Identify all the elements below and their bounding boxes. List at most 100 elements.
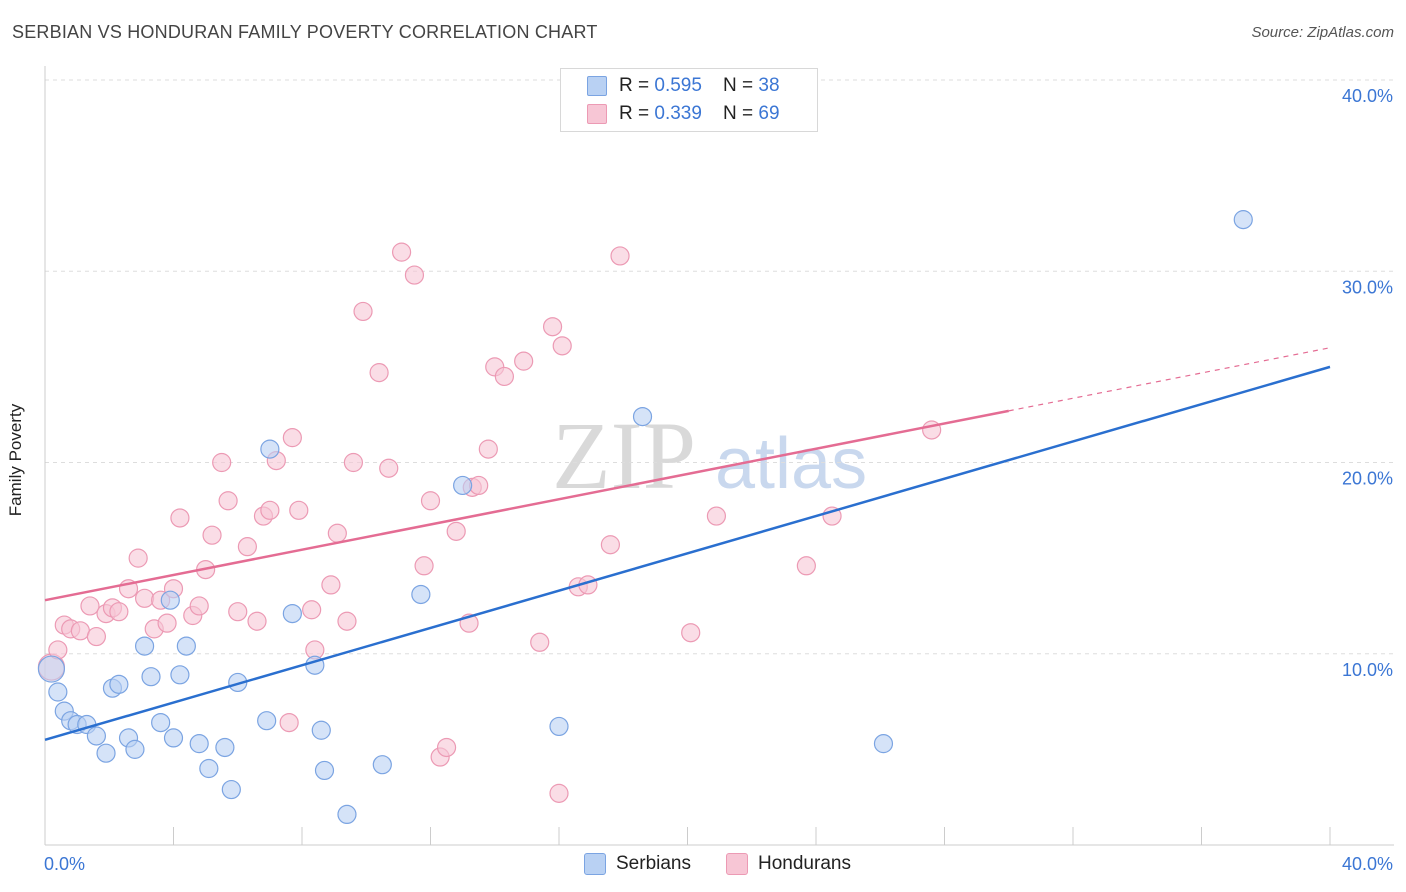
honduran-point-52 (478, 439, 498, 459)
honduran-point-19 (189, 596, 209, 616)
honduran-point-59 (552, 336, 572, 356)
honduran-point-21 (202, 525, 222, 545)
honduran-point-56 (530, 632, 550, 652)
honduran-point-26 (247, 611, 267, 631)
serbian-point-32 (411, 584, 431, 605)
watermark-zip: ZIP (552, 402, 696, 509)
serbian-point-20 (199, 758, 219, 779)
honduran-point-51 (469, 475, 489, 496)
serbian-point-16 (163, 728, 184, 748)
honduran-point-47 (436, 737, 457, 758)
serbian-point-18 (176, 636, 196, 656)
serbian-point-21 (215, 737, 235, 758)
legend-swatch-serbians (587, 76, 607, 96)
legend: R = 0.595 N = 38 R = 0.339 N = 69 (560, 68, 818, 132)
y-axis-label: Family Poverty (6, 403, 25, 517)
x-tick-label-1: 40.0% (1342, 854, 1393, 874)
honduran-point-22 (212, 452, 232, 473)
honduran-point-65 (706, 506, 727, 526)
honduran-point-55 (514, 351, 534, 371)
y-tick-label-2: 30.0% (1342, 277, 1393, 297)
honduran-point-54 (494, 366, 514, 387)
honduran-point-44 (414, 556, 434, 576)
legend-r-label: R = (619, 103, 655, 124)
source-label: Source: ZipAtlas.com (1251, 24, 1394, 41)
honduran-point-11 (128, 548, 148, 568)
y-tick-label-0: 10.0% (1342, 660, 1393, 680)
serbian-point-17 (170, 665, 190, 685)
serbian-point-29 (314, 760, 335, 781)
legend-r-value-hondurans: 0.339 (654, 103, 702, 124)
honduran-point-9 (109, 602, 129, 622)
serbian-points (37, 210, 1253, 825)
serbian-point-1 (48, 682, 68, 702)
honduran-point-17 (170, 508, 190, 528)
honduran-point-6 (86, 626, 107, 647)
serbian-point-15 (160, 590, 180, 610)
serbian-point-11 (125, 739, 145, 759)
honduran-point-62 (600, 535, 621, 555)
honduran-point-15 (157, 613, 177, 633)
serbian-point-26 (282, 603, 302, 624)
y-tick-label-1: 20.0% (1342, 469, 1393, 489)
honduran-points (37, 242, 942, 803)
honduran-point-43 (404, 265, 425, 285)
serbian-point-12 (134, 636, 155, 656)
trend-lines (44, 347, 1331, 742)
serbian-point-7 (96, 743, 116, 763)
serbian-point-25 (260, 439, 280, 459)
honduran-point-25 (237, 537, 257, 557)
honduran-trend-extension (1008, 347, 1331, 412)
serbian-point-6 (86, 726, 107, 746)
serbian-point-22 (221, 779, 241, 800)
serbian-point-37 (1233, 210, 1253, 230)
serbian-point-31 (372, 755, 392, 775)
serbian-point-19 (189, 734, 209, 754)
honduran-point-41 (379, 458, 399, 478)
honduran-point-38 (343, 452, 363, 473)
honduran-point-42 (391, 242, 412, 262)
legend-r-value-serbians: 0.595 (654, 75, 702, 96)
honduran-point-64 (681, 623, 701, 643)
honduran-point-31 (282, 428, 302, 448)
honduran-point-23 (218, 491, 238, 511)
serbian-point-9 (109, 674, 129, 694)
serbian-point-36 (873, 734, 894, 754)
honduran-point-33 (302, 600, 322, 620)
honduran-point-28 (260, 500, 280, 520)
bottom-legend-label-serbians: Serbians (616, 853, 691, 874)
legend-n-label: N = (723, 75, 759, 96)
honduran-point-36 (327, 523, 347, 543)
legend-swatch-hondurans (587, 104, 607, 124)
bottom-legend-hondurans: Hondurans (726, 851, 851, 877)
honduran-point-48 (446, 521, 466, 541)
honduran-trend-line (44, 409, 1009, 602)
y-tick-label-3: 40.0% (1342, 86, 1393, 106)
serbian-point-24 (257, 711, 277, 731)
serbian-point-30 (337, 804, 357, 825)
honduran-point-58 (549, 783, 569, 803)
bottom-legend-swatch-hondurans (726, 853, 748, 875)
serbian-point-0 (37, 655, 66, 683)
serbian-point-13 (141, 667, 161, 687)
honduran-point-39 (353, 301, 373, 322)
honduran-point-66 (796, 556, 816, 576)
legend-n-label: N = (723, 103, 759, 124)
honduran-point-35 (321, 575, 341, 595)
serbian-point-35 (632, 407, 653, 427)
serbian-point-14 (151, 712, 171, 733)
grid (45, 79, 1395, 655)
honduran-point-32 (289, 500, 309, 520)
tick-labels: 10.0% 20.0% 30.0% 40.0% 0.0% 40.0% (44, 86, 1393, 874)
axes (44, 66, 1394, 846)
legend-n-value-serbians: 38 (758, 75, 780, 96)
bottom-legend-serbians: Serbians (584, 851, 691, 877)
honduran-point-5 (80, 596, 100, 616)
serbian-point-34 (549, 716, 569, 737)
honduran-point-57 (542, 317, 563, 337)
honduran-point-40 (369, 363, 389, 383)
legend-n-value-hondurans: 69 (758, 103, 780, 124)
honduran-point-24 (228, 602, 248, 622)
legend-r-label: R = (619, 75, 655, 96)
